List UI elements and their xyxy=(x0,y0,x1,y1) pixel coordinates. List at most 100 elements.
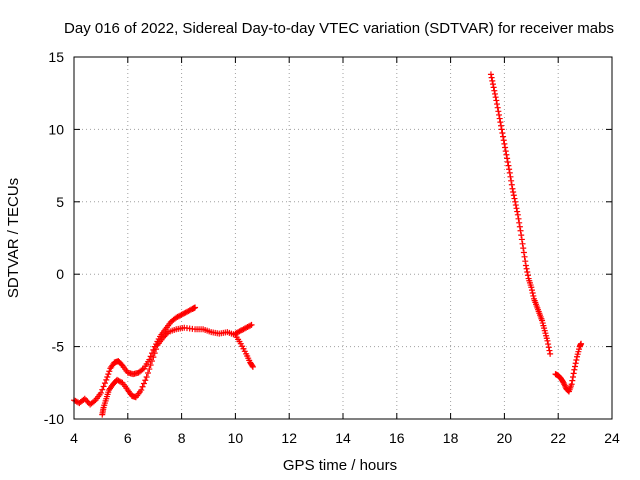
data-point xyxy=(515,215,522,222)
data-point xyxy=(522,262,529,269)
data-point xyxy=(520,249,527,256)
data-point xyxy=(498,126,505,133)
data-point xyxy=(507,173,514,180)
data-point xyxy=(578,340,585,347)
data-point xyxy=(516,219,523,226)
data-point xyxy=(500,137,507,144)
chart-title: Day 016 of 2022, Sidereal Day-to-day VTE… xyxy=(64,20,614,37)
data-point xyxy=(506,166,513,173)
data-point xyxy=(105,371,112,378)
axis-ticks xyxy=(73,56,613,420)
data-point xyxy=(509,185,516,192)
data-point xyxy=(139,383,146,390)
x-tick-label: 12 xyxy=(281,430,297,446)
data-point xyxy=(101,380,108,387)
data-point xyxy=(524,272,531,279)
series-segment-1a xyxy=(71,304,199,408)
data-point xyxy=(494,101,501,108)
tick-labels: 4 6 8 10 12 14 16 18 20 22 24 -10 -5 0 5 10 15 xyxy=(44,49,620,446)
data-point xyxy=(151,350,158,357)
x-tick-label: 16 xyxy=(389,430,405,446)
data-point xyxy=(572,360,579,367)
data-point xyxy=(518,232,525,239)
data-point xyxy=(506,169,513,176)
data-point xyxy=(508,177,515,184)
data-point xyxy=(523,265,530,272)
series-segment-1b xyxy=(99,324,256,418)
data-point xyxy=(144,370,151,377)
data-point xyxy=(97,389,104,396)
data-point xyxy=(143,374,150,381)
data-point xyxy=(492,94,499,101)
data-point xyxy=(517,227,524,234)
data-point xyxy=(510,189,517,196)
data-point xyxy=(192,304,199,311)
data-point xyxy=(140,380,147,387)
x-tick-label: 10 xyxy=(228,430,244,446)
x-tick-label: 8 xyxy=(178,430,186,446)
data-point xyxy=(502,144,509,151)
data-point xyxy=(248,321,255,328)
data-point xyxy=(516,223,523,230)
data-point xyxy=(142,377,149,384)
data-point xyxy=(500,133,507,140)
data-point xyxy=(572,363,579,370)
data-point xyxy=(150,346,157,353)
data-point xyxy=(512,202,519,209)
y-axis-label: SDTVAR / TECUs xyxy=(5,178,22,298)
series-segment-3 xyxy=(552,340,585,395)
data-point xyxy=(546,347,553,354)
x-tick-label: 4 xyxy=(70,430,78,446)
data-point xyxy=(499,130,506,137)
data-point xyxy=(147,362,154,369)
series-segment-2 xyxy=(487,71,554,357)
data-point xyxy=(544,337,551,344)
data-point xyxy=(545,341,552,348)
data-point xyxy=(569,374,576,381)
y-tick-label: 15 xyxy=(48,49,64,65)
data-point xyxy=(502,148,509,155)
data-point xyxy=(524,269,531,276)
data-point xyxy=(488,74,495,81)
data-point xyxy=(508,181,515,188)
data-point xyxy=(153,346,160,353)
data-point xyxy=(521,253,528,260)
data-point xyxy=(491,90,498,97)
data-point xyxy=(511,195,518,202)
data-point xyxy=(519,240,526,247)
data-point xyxy=(528,287,535,294)
data-point xyxy=(512,198,519,205)
y-tick-label: -5 xyxy=(52,339,65,355)
data-point xyxy=(489,81,496,88)
grid xyxy=(74,57,612,419)
data-point xyxy=(247,322,254,329)
data-point xyxy=(496,115,503,122)
data-point xyxy=(149,358,156,365)
data-point xyxy=(249,363,256,370)
data-point xyxy=(571,366,578,373)
plot-frame xyxy=(73,56,613,420)
data-point xyxy=(570,370,577,377)
data-point xyxy=(138,387,145,394)
data-point xyxy=(529,290,536,297)
y-tick-label: -10 xyxy=(44,411,64,427)
data-point xyxy=(505,162,512,169)
data-point xyxy=(494,104,501,111)
data-point xyxy=(504,158,511,165)
x-tick-label: 18 xyxy=(443,430,459,446)
data-point xyxy=(530,292,537,299)
data-point xyxy=(498,122,505,129)
data-point xyxy=(490,84,497,91)
data-point xyxy=(91,398,98,405)
data-point xyxy=(100,383,107,390)
data-point xyxy=(104,374,111,381)
data-point xyxy=(489,77,496,84)
data-point xyxy=(103,376,110,383)
data-point xyxy=(504,155,511,162)
data-point xyxy=(522,258,529,265)
data-point xyxy=(569,377,576,384)
data-point xyxy=(493,97,500,104)
data-point xyxy=(495,108,502,115)
x-tick-label: 22 xyxy=(550,430,566,446)
